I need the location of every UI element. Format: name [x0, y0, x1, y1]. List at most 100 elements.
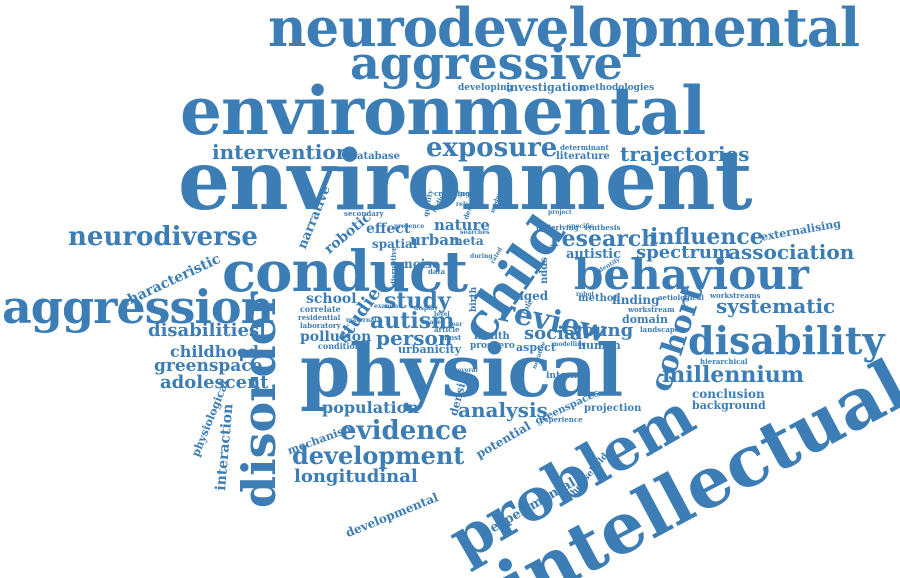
word-database: database	[350, 151, 401, 162]
word-health: health	[474, 331, 510, 342]
word-display: display	[414, 305, 438, 312]
word-data: data	[428, 267, 446, 276]
word-disruptive: disruptive	[389, 246, 398, 286]
word-developmental: developmental	[343, 490, 441, 541]
word-effect: effect	[366, 221, 411, 237]
word-childhood: childhood	[170, 342, 259, 361]
word-neurodiverse: neurodiverse	[68, 222, 258, 252]
word-hierarchical: hierarchical	[700, 357, 748, 366]
word-meta: meta	[450, 234, 484, 248]
word-condition: condition	[318, 341, 361, 351]
word-finding: finding	[612, 293, 660, 307]
word-disabilities: disabilities	[148, 320, 260, 341]
word-during: during	[470, 253, 493, 260]
word-trajectories: trajectories	[620, 142, 750, 166]
word-prospero: prospero	[470, 341, 515, 351]
word-underlying: underlying	[536, 223, 579, 232]
word-modelling: modelling	[552, 341, 586, 348]
word-millennium: millennium	[662, 362, 804, 388]
word-maternal: maternal	[346, 317, 377, 324]
word-greenspace: greenspace	[154, 356, 263, 376]
word-behaviour: behaviour	[574, 250, 809, 299]
word-landscape: landscape	[640, 325, 680, 334]
word-autistic: autistic	[566, 247, 621, 262]
word-searches: searches	[460, 229, 490, 236]
word-examine: examine	[374, 303, 403, 310]
word-residential: residential	[298, 313, 341, 322]
word-urban: urban	[410, 231, 460, 249]
word-workstream: workstream	[628, 305, 675, 314]
word-potential: potential	[473, 418, 534, 462]
word-developing: developing	[458, 83, 513, 93]
word-laboratory: laboratory	[300, 321, 341, 330]
word-analysis: analysis	[458, 398, 548, 422]
word-several: several	[454, 367, 478, 374]
word-disability: disability	[688, 318, 885, 363]
word-systematic: systematic	[716, 294, 836, 318]
word-article: article	[434, 325, 460, 334]
word-project: project	[548, 209, 572, 216]
word-presence: presence	[394, 223, 425, 230]
word-ndds: ndds	[539, 257, 550, 284]
word-literature: literature	[556, 151, 610, 162]
word-level: level	[434, 311, 450, 318]
word-projection: projection	[584, 403, 642, 414]
word-pollution: pollution	[300, 329, 372, 345]
word-noise: noise	[404, 257, 440, 271]
word-environmental: environmental	[180, 72, 706, 150]
word-workstreams: workstreams	[710, 291, 761, 300]
word-aspect: aspect	[516, 341, 556, 354]
word-nature: nature	[434, 216, 490, 234]
word-longitudinal: longitudinal	[294, 466, 418, 487]
word-correlate: correlate	[300, 304, 341, 314]
word-aged: aged	[516, 289, 549, 303]
word-methodologies: methodologies	[580, 83, 655, 93]
word-background: background	[692, 399, 766, 412]
word-study: study	[384, 288, 451, 314]
word-physical: physical	[300, 328, 623, 413]
word-internal: internal	[546, 371, 587, 381]
word-population: population	[322, 398, 419, 417]
word-investigation: investigation	[506, 81, 587, 94]
word-growth: growth	[458, 191, 482, 198]
word-aggressive: aggressive	[350, 36, 623, 90]
word-evidence: evidence	[340, 416, 468, 446]
word-autism: autism	[370, 308, 455, 334]
word-conclusion: conclusion	[692, 387, 765, 401]
word-spatial: spatial	[372, 237, 418, 251]
word-method: method	[578, 293, 621, 304]
word-adolescent: adolescent	[160, 372, 269, 393]
word-relevant: relevant	[456, 201, 484, 208]
word-crowding: crowding	[434, 189, 471, 198]
word-determinant: determinant	[560, 143, 609, 152]
word-urbanicity: urbanicity	[398, 343, 462, 356]
word-synthesis: synthesis	[584, 223, 621, 232]
word-young: young	[572, 320, 634, 341]
word-human: human	[578, 339, 621, 352]
word-exposure: exposure	[426, 133, 558, 163]
word-robot: robot	[576, 291, 595, 298]
word-intervention: intervention	[212, 140, 351, 164]
word-person: person	[376, 326, 453, 350]
word-neurodevelopmental: neurodevelopmental	[268, 0, 860, 59]
word-secondary: secondary	[344, 209, 384, 218]
word-association: association	[728, 240, 855, 264]
word-spectrum: spectrum	[636, 242, 732, 263]
word-environment: environment	[178, 133, 753, 229]
word-year: year	[448, 321, 463, 328]
word-aetiological: aetiological	[658, 293, 704, 302]
word-specific: specific	[568, 223, 594, 230]
word-influence: influence	[650, 224, 764, 250]
word-conduct: conduct	[222, 239, 468, 305]
word-domain: domain	[622, 313, 668, 326]
word-social: social	[524, 323, 583, 344]
word-school: school	[306, 291, 357, 307]
word-aggression: aggression	[2, 280, 274, 334]
word-most: most	[442, 333, 462, 342]
word-birth: birth	[469, 286, 479, 312]
word-development: development	[292, 441, 465, 470]
word-research: research	[550, 226, 658, 252]
word-experience: experience	[540, 415, 583, 424]
word-space: space	[422, 319, 441, 326]
